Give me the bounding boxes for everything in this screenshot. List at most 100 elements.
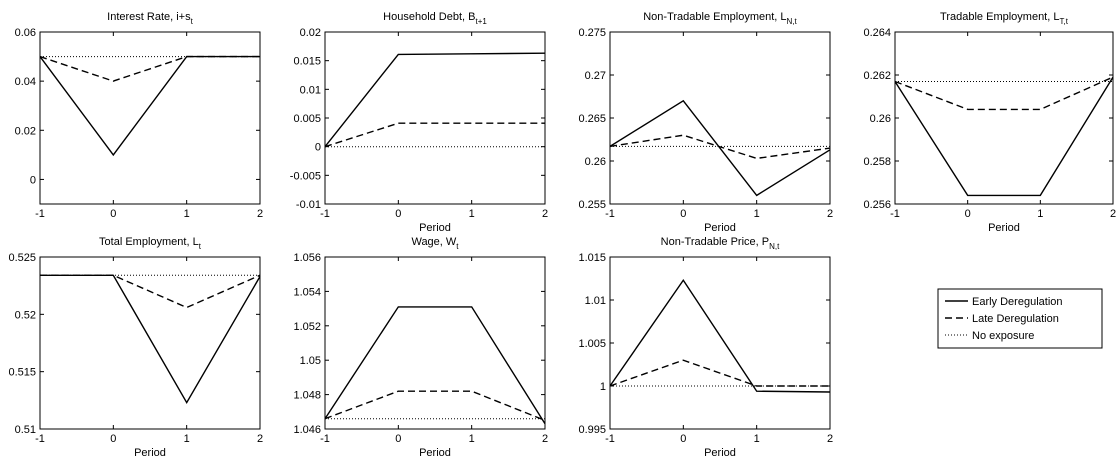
y-tick-label: 1.054 [293,286,321,298]
chart-panel-5: Total Employment, Lt 0.525 0.52 0.515 0.51-1… [8,236,263,459]
y-tick-label: 0.265 [578,113,606,125]
y-tick-label: 0.02 [15,125,36,137]
x-tick-label: -1 [605,433,615,445]
chart-title: Total Employment, Lt [99,236,202,251]
x-tick-label: 2 [827,433,833,445]
chart-title: Interest Rate, i+st [107,11,193,26]
chart-title-subscript: T,t [1059,17,1068,26]
chart-title-subscript: N,t [787,17,798,26]
x-tick-label: 0 [965,208,971,220]
y-tick-label: 0.262 [863,70,891,82]
series-line-early-deregulation [324,306,546,425]
x-tick-label: 2 [542,208,548,220]
y-tick-label: 1 [600,381,606,393]
x-tick-label: 2 [257,208,263,220]
x-tick-label: -1 [890,208,900,220]
x-tick-label: -1 [35,433,45,445]
legend-box: Early Deregulation Late Deregulation No … [937,288,1103,349]
chart-title-subscript: t+1 [476,17,488,26]
y-tick-label: 1.048 [293,390,321,402]
y-tick-label: 1.05 [300,355,321,367]
x-tick-label: 1 [184,433,190,445]
chart-title-subscript: t [191,17,194,26]
chart-title: Wage, Wt [411,236,459,251]
chart-title-main: Household Debt, B [383,11,475,23]
chart-title: Non-Tradable Price, PN,t [661,236,780,251]
y-tick-label: 0.256 [863,199,891,211]
chart-title: Household Debt, Bt+1 [383,11,487,26]
chart-title: Tradable Employment, LT,t [940,11,1069,26]
x-axis-label: Period [988,222,1020,234]
y-tick-label: 0.995 [578,424,606,436]
chart-title-main: Wage, W [411,236,456,248]
x-tick-label: 1 [754,433,760,445]
x-axis-label: Period [704,447,736,459]
y-tick-label: 0.01 [300,84,321,96]
chart-panel-4: Tradable Employment, LT,t 0.264 0.262 0.26 0… [863,11,1116,234]
y-tick-label: 0.27 [585,70,606,82]
y-tick-label: 0.255 [578,199,606,211]
y-tick-label: 0.04 [15,76,36,88]
x-tick-label: 2 [1110,208,1116,220]
y-tick-label: 0.005 [293,113,321,125]
y-tick-label: -0.005 [290,170,321,182]
legend-label-no-exposure: No exposure [972,330,1034,342]
series-line-early-deregulation [40,274,261,404]
legend-label-late-deregulation: Late Deregulation [972,313,1059,325]
series-line-late-deregulation [324,390,546,422]
panels-group: Interest Rate, i+st 0.06 0.04 0.02 0 -1 0 1 2 Hou… [8,11,1116,459]
y-tick-label: 1.056 [293,252,321,264]
chart-title-main: Total Employment, L [99,236,199,248]
chart-title: Non-Tradable Employment, LN,t [643,11,797,26]
x-tick-label: 1 [469,208,475,220]
series-line-early-deregulation [894,76,1114,197]
y-tick-label: 0.02 [300,27,321,39]
plot-area-frame [324,31,546,205]
series-line-early-deregulation [609,278,831,393]
x-tick-label: 2 [542,433,548,445]
y-tick-label: 0.06 [15,27,36,39]
x-tick-label: -1 [320,433,330,445]
series-line-early-deregulation [39,55,260,157]
y-tick-label: 1.005 [578,338,606,350]
plot-area-frame [39,31,261,205]
series-line-late-deregulation [40,274,261,309]
y-tick-label: 1.015 [578,252,606,264]
series-line-late-deregulation [609,134,831,160]
y-tick-label: 0.015 [293,56,321,68]
chart-panel-6: Wage, Wt 1.056 1.054 1.052 1.05 1.048 1.046-1 0… [293,236,548,459]
x-tick-label: -1 [605,208,615,220]
x-tick-label: 2 [827,208,833,220]
x-axis-label: Period [419,447,451,459]
x-tick-label: 0 [680,208,686,220]
y-tick-label: 0.26 [870,113,891,125]
chart-title-main: Non-Tradable Employment, L [643,11,786,23]
legend-label-early-deregulation: Early Deregulation [972,296,1063,308]
x-axis-label: Period [704,222,736,234]
series-line-early-deregulation [324,52,546,148]
legend-frame [937,288,1103,349]
x-axis-label: Period [419,222,451,234]
plot-area-frame [324,256,546,430]
series-line-late-deregulation [609,359,830,387]
plot-area-frame [609,31,831,205]
chart-title-subscript: t [199,242,202,251]
y-tick-label: 0.525 [8,252,36,264]
chart-panel-7: Non-Tradable Price, PN,t 1.015 1.01 1.005 1 0… [578,236,833,459]
x-tick-label: 1 [469,433,475,445]
x-tick-label: 0 [110,208,116,220]
y-tick-label: 0.264 [863,27,891,39]
x-tick-label: 1 [754,208,760,220]
x-axis-label: Period [134,447,166,459]
y-tick-label: 0 [30,174,36,186]
chart-title-subscript: t [456,242,459,251]
x-tick-label: 0 [680,433,686,445]
y-tick-label: 0.275 [578,27,606,39]
plot-area-frame [39,256,261,430]
plot-area-frame [609,256,831,430]
series-line-late-deregulation [894,76,1114,111]
chart-panel-2: Household Debt, Bt+1 0.02 0.015 0.01 0.005 0 -… [290,11,548,234]
series-line-early-deregulation [609,99,831,197]
y-tick-label: 0.26 [585,156,606,168]
